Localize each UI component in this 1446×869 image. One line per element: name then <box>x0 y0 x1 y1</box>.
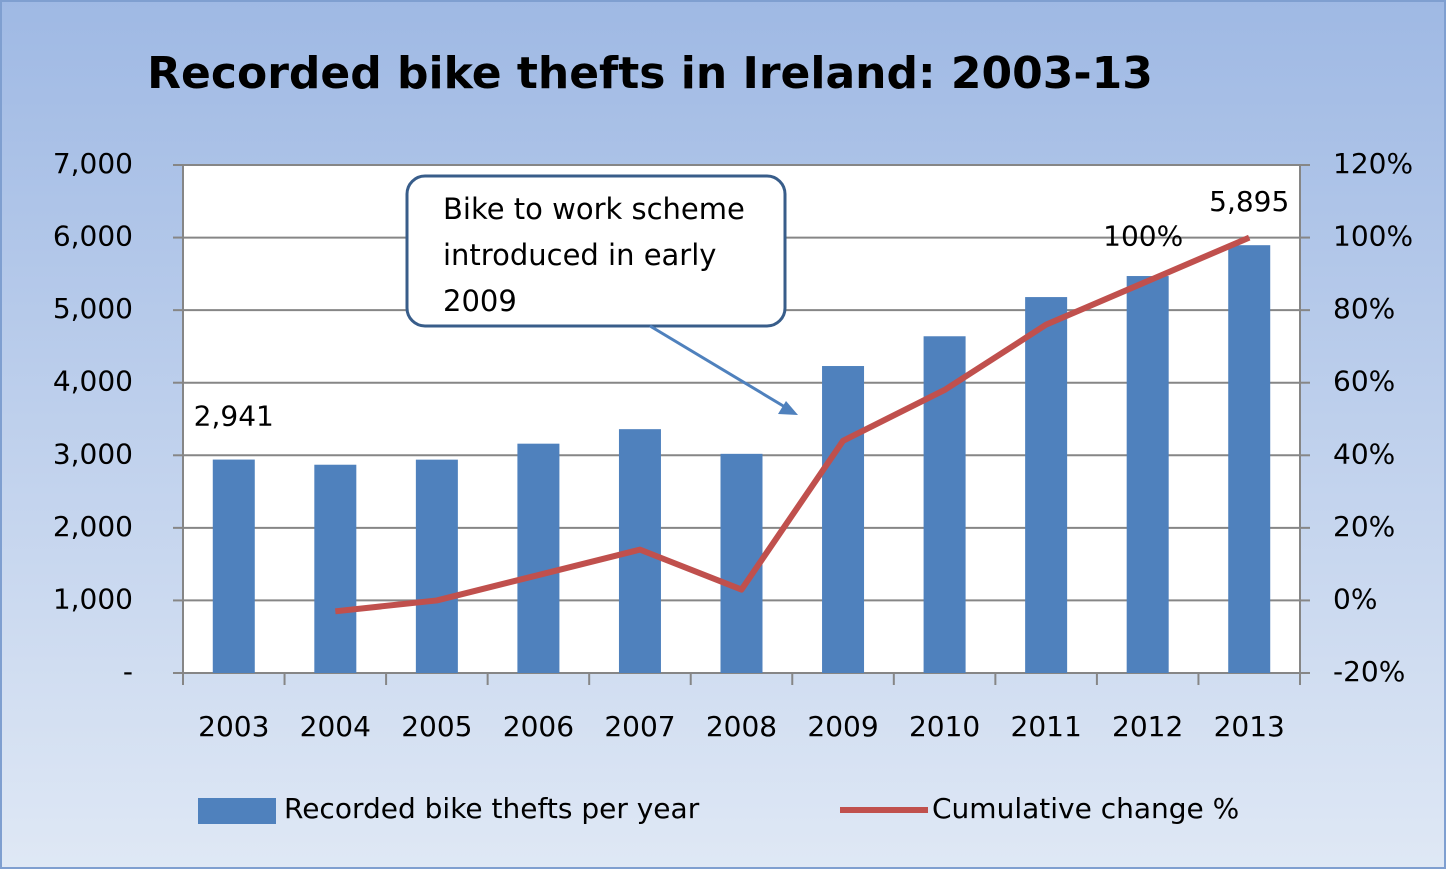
x-tick-label: 2007 <box>604 710 675 743</box>
bar <box>517 443 560 673</box>
y-tick-label: 6,000 <box>53 220 133 253</box>
bar <box>212 459 255 673</box>
chart-title: Recorded bike thefts in Ireland: 2003-13 <box>147 48 1153 99</box>
x-tick-label: 2012 <box>1112 710 1183 743</box>
y2-tick-label: 20% <box>1333 510 1395 543</box>
y2-tick-label: -20% <box>1333 655 1405 688</box>
legend-label: Recorded bike thefts per year <box>284 792 700 825</box>
y-tick-label: 4,000 <box>53 365 133 398</box>
callout-arrow-head <box>778 401 798 415</box>
x-tick-label: 2009 <box>807 710 878 743</box>
y2-tick-label: 80% <box>1333 292 1395 325</box>
bar <box>720 453 763 673</box>
y2-tick-label: 100% <box>1333 220 1413 253</box>
x-tick-label: 2006 <box>503 710 574 743</box>
y-tick-label: 5,000 <box>53 292 133 325</box>
bar <box>1126 276 1169 673</box>
data-label: 2,941 <box>194 400 274 433</box>
bar <box>1228 245 1271 674</box>
x-tick-label: 2010 <box>909 710 980 743</box>
x-tick-label: 2003 <box>198 710 269 743</box>
legend-swatch <box>198 798 276 824</box>
callout-arrow <box>649 324 791 412</box>
y-tick-label: 1,000 <box>53 582 133 615</box>
y-tick-label: 3,000 <box>53 437 133 470</box>
y2-tick-label: 120% <box>1333 147 1413 180</box>
x-tick-label: 2013 <box>1214 710 1285 743</box>
bar <box>415 459 458 673</box>
y-tick-label: 7,000 <box>53 147 133 180</box>
x-tick-label: 2008 <box>706 710 777 743</box>
y-tick-label: - <box>123 655 133 688</box>
legend-label: Cumulative change % <box>932 792 1239 825</box>
y2-tick-label: 0% <box>1333 582 1377 615</box>
bar <box>1025 297 1068 673</box>
bar <box>822 366 865 673</box>
x-tick-label: 2004 <box>300 710 371 743</box>
y-tick-label: 2,000 <box>53 510 133 543</box>
data-label: 100% <box>1103 220 1183 253</box>
annotation: Bike to work scheme introduced in early … <box>443 192 745 318</box>
y2-tick-label: 40% <box>1333 437 1395 470</box>
x-tick-label: 2011 <box>1011 710 1082 743</box>
bar <box>314 464 357 673</box>
data-label: 5,895 <box>1209 185 1289 218</box>
y2-tick-label: 60% <box>1333 365 1395 398</box>
x-tick-label: 2005 <box>401 710 472 743</box>
callout-box <box>405 174 787 328</box>
line <box>334 234 1251 615</box>
